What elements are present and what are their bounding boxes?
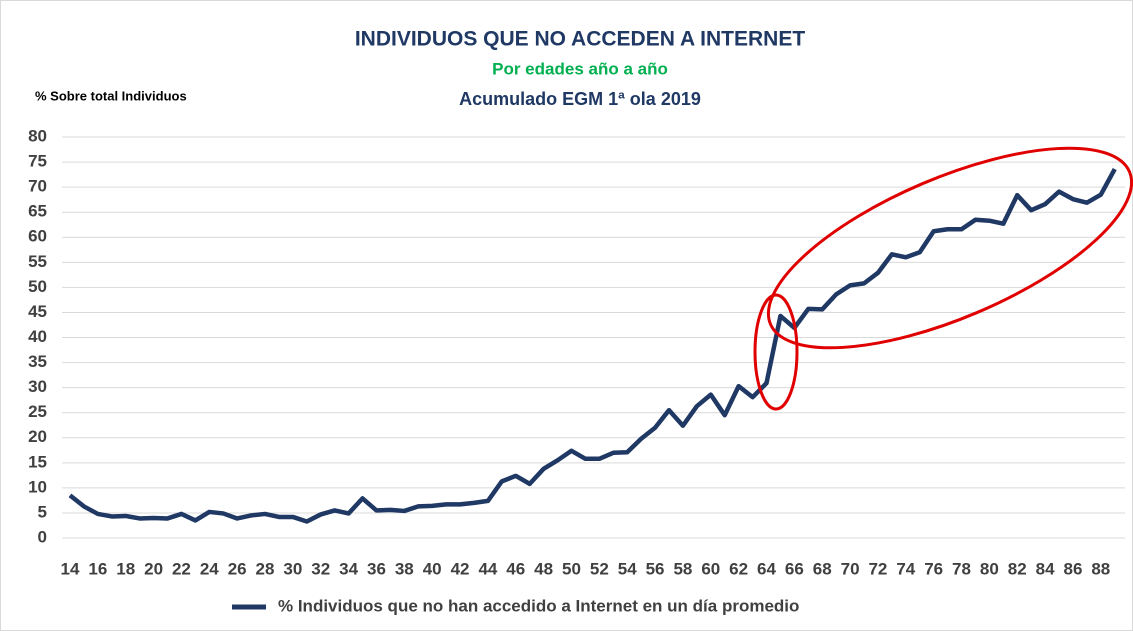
- x-tick-label: 22: [172, 559, 191, 578]
- x-tick-label: 66: [785, 559, 804, 578]
- y-tick-label: 10: [28, 477, 47, 496]
- x-tick-label: 58: [673, 559, 692, 578]
- y-axis-label: % Sobre total Individuos: [35, 88, 187, 103]
- x-tick-label: 64: [757, 559, 776, 578]
- x-tick-label: 28: [256, 559, 275, 578]
- x-tick-label: 54: [618, 559, 637, 578]
- y-tick-label: 35: [28, 352, 47, 371]
- x-tick-label: 72: [868, 559, 887, 578]
- x-tick-label: 50: [562, 559, 581, 578]
- x-tick-label: 42: [451, 559, 470, 578]
- y-tick-label: 60: [28, 227, 47, 246]
- y-tick-label: 20: [28, 427, 47, 446]
- highlight-ellipse: [753, 293, 799, 411]
- x-tick-label: 18: [116, 559, 135, 578]
- x-tick-label: 84: [1036, 559, 1055, 578]
- plot-area: 0 5 10 15 20 25 30 35 40 45 50 55 60 65 70 75 80 14 16 18 20…: [28, 126, 1125, 578]
- y-tick-label: 80: [28, 126, 47, 145]
- y-tick-label: 25: [28, 402, 47, 421]
- x-tick-label: 38: [395, 559, 414, 578]
- x-tick-label: 20: [144, 559, 163, 578]
- x-tick-label: 24: [200, 559, 219, 578]
- x-tick-label: 60: [701, 559, 720, 578]
- y-tick-label: 55: [28, 252, 47, 271]
- y-tick-label: 45: [28, 302, 47, 321]
- x-tick-label: 78: [952, 559, 971, 578]
- x-tick-label: 30: [283, 559, 302, 578]
- x-tick-label: 36: [367, 559, 386, 578]
- x-tick-label: 16: [88, 559, 107, 578]
- x-tick-label: 32: [311, 559, 330, 578]
- y-tick-label: 0: [38, 527, 47, 546]
- x-tick-label: 40: [423, 559, 442, 578]
- x-tick-label: 56: [646, 559, 665, 578]
- x-tick-label: 82: [1008, 559, 1027, 578]
- x-tick-label: 86: [1063, 559, 1082, 578]
- x-tick-label: 74: [896, 559, 915, 578]
- chart-subtitle: Por edades año a año: [492, 59, 668, 78]
- x-tick-label: 44: [478, 559, 497, 578]
- x-tick-label: 70: [841, 559, 860, 578]
- y-tick-label: 70: [28, 177, 47, 196]
- x-tick-label: 80: [980, 559, 999, 578]
- x-tick-label: 68: [813, 559, 832, 578]
- x-tick-label: 76: [924, 559, 943, 578]
- y-tick-label: 50: [28, 277, 47, 296]
- x-tick-label: 14: [61, 559, 80, 578]
- data-line: [68, 168, 1117, 524]
- chart-subtitle2: Acumulado EGM 1ª ola 2019: [459, 89, 701, 109]
- legend-label: % Individuos que no han accedido a Inter…: [278, 596, 799, 615]
- y-tick-label: 5: [38, 502, 47, 521]
- x-tick-label: 48: [534, 559, 553, 578]
- y-tick-label: 65: [28, 202, 47, 221]
- x-tick-label: 52: [590, 559, 609, 578]
- y-tick-label: 75: [28, 152, 47, 171]
- y-tick-label: 15: [28, 452, 47, 471]
- x-tick-label: 26: [228, 559, 247, 578]
- x-tick-label: 88: [1091, 559, 1110, 578]
- highlight-ellipse: [766, 146, 1133, 350]
- x-tick-label: 46: [506, 559, 525, 578]
- y-tick-label: 40: [28, 327, 47, 346]
- x-tick-label: 62: [729, 559, 748, 578]
- y-tick-label: 30: [28, 377, 47, 396]
- x-tick-label: 34: [339, 559, 358, 578]
- chart-title: INDIVIDUOS QUE NO ACCEDEN A INTERNET: [355, 28, 806, 51]
